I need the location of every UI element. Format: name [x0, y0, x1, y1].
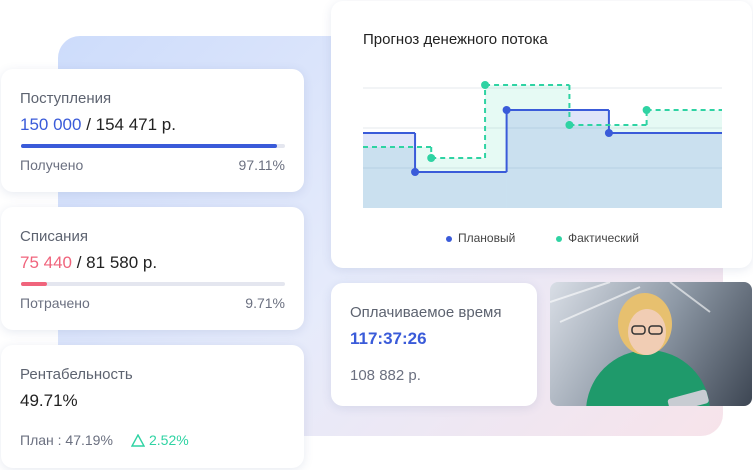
legend-label: Фактический — [568, 231, 639, 245]
point — [502, 106, 511, 114]
percent: 9.71% — [245, 295, 285, 311]
chart: Прогноз денежного потока Плановый Фактиче… — [363, 31, 722, 245]
delta: 2.52% — [149, 432, 189, 448]
chart-title: Прогноз денежного потока — [363, 31, 548, 48]
point — [604, 129, 613, 137]
card-title: Рентабельность — [20, 366, 133, 383]
area-segment — [608, 133, 722, 208]
chart-card: Прогноз денежного потока Плановый Фактиче… — [331, 1, 752, 268]
point — [427, 154, 436, 162]
time: 117:37:26 — [350, 329, 427, 348]
value: 75 440 — [20, 253, 72, 272]
progress-bar — [21, 144, 278, 148]
card-value: 49.71% — [20, 391, 78, 410]
card-title: Списания — [20, 228, 88, 245]
point — [411, 168, 420, 176]
card-title: Оплачиваемое время — [350, 304, 502, 321]
area-segment — [363, 147, 432, 208]
point — [565, 121, 574, 129]
photo-illustration — [550, 282, 711, 406]
up-triangle-icon — [131, 434, 145, 447]
area-segment — [431, 158, 486, 208]
area-segment — [506, 110, 609, 208]
card-title: Поступления — [20, 90, 112, 107]
progress-track — [21, 144, 285, 148]
expense-card: Списания 75 440 / 81 580 р. Потрачено 9.… — [1, 207, 304, 330]
progress-bar — [21, 282, 47, 286]
photo — [550, 282, 752, 406]
progress-track — [21, 282, 285, 286]
progress-label: Потрачено — [20, 295, 90, 311]
total: / 81 580 р. — [76, 253, 158, 272]
profitability-card: Рентабельность 49.71% План : 47.19% 2.52… — [1, 345, 304, 468]
time-card: Оплачиваемое время 117:37:26 108 882 р. — [331, 283, 537, 406]
legend-label: Плановый — [458, 231, 515, 245]
plan: План : 47.19% — [20, 432, 113, 448]
area-segment — [415, 172, 507, 208]
area-segment — [569, 125, 647, 208]
point — [481, 81, 490, 89]
area-segment — [363, 133, 416, 208]
progress-label: Получено — [20, 157, 84, 173]
area-segment — [646, 110, 722, 208]
area-segment — [485, 85, 570, 208]
legend-marker — [446, 236, 452, 242]
total: / 154 471 р. — [86, 115, 176, 134]
amount: 108 882 р. — [350, 367, 421, 384]
percent: 97.11% — [238, 157, 285, 173]
value: 150 000 — [20, 115, 82, 134]
card-value: 75 440 / 81 580 р. — [20, 253, 157, 273]
income-card: Поступления 150 000 / 154 471 р. Получен… — [1, 69, 304, 192]
point — [642, 106, 651, 114]
card-value: 150 000 / 154 471 р. — [20, 115, 176, 135]
legend-marker — [556, 236, 562, 242]
